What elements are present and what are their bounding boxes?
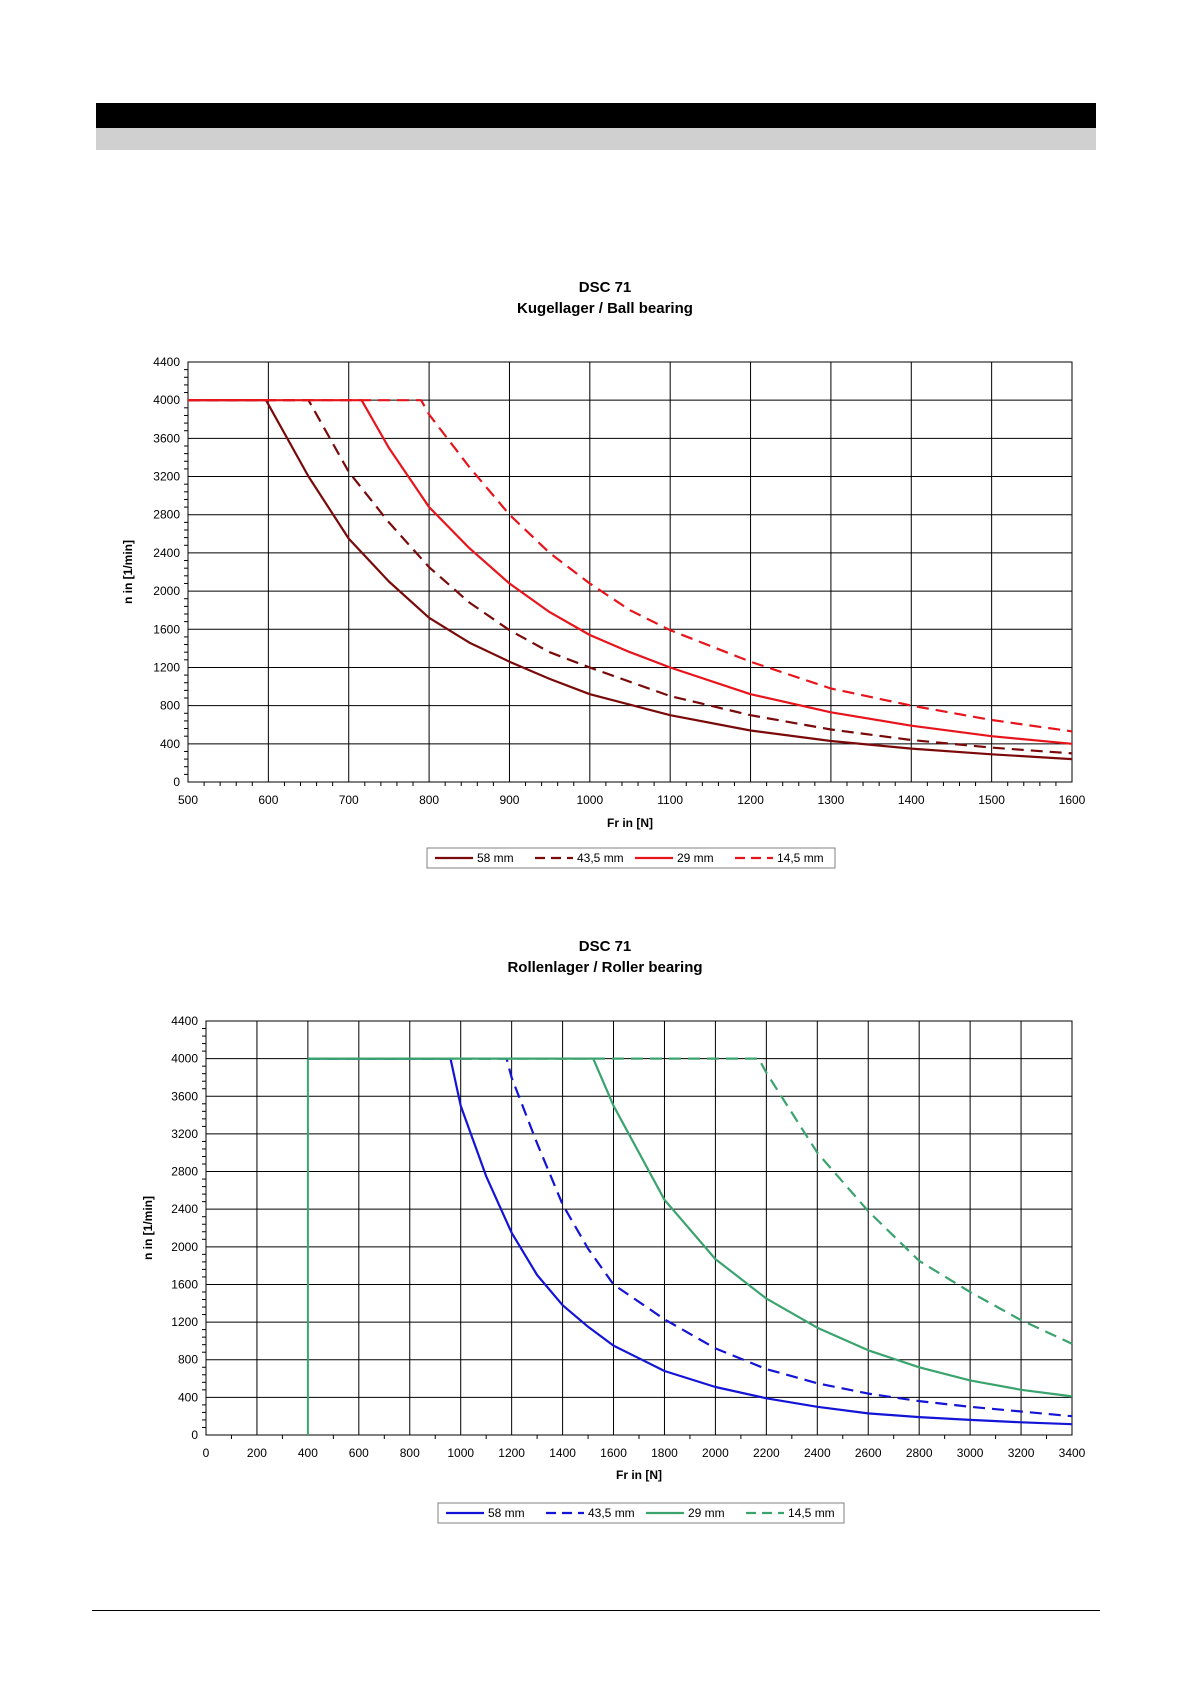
series-line-2 [307,1057,1073,1418]
y-tick-label: 2000 [153,584,180,598]
x-tick-label: 1400 [549,1446,576,1460]
x-tick-label: 1600 [1059,793,1086,807]
x-tick-label: 500 [178,793,198,807]
y-tick-label: 2000 [171,1240,198,1254]
x-tick-label: 1400 [898,793,925,807]
ball-bearing-chart: DSC 71 Kugellager / Ball bearing 500 600 700… [121,279,1086,869]
y-axis-title: n in [1/min] [141,1196,155,1260]
x-axis-title: Fr in [N] [607,816,653,830]
y-tick-label: 4400 [153,355,180,369]
y-tick-label: 0 [173,775,180,789]
legend-box [426,847,836,869]
header-black-bar [96,103,1096,128]
x-tick-label: 1200 [498,1446,525,1460]
legend-label: 14,5 mm [788,1506,835,1520]
y-tick-label: 1200 [171,1315,198,1329]
x-tick-label: 1300 [818,793,845,807]
y-axis-title: n in [1/min] [121,540,135,604]
x-tick-label: 1000 [576,793,603,807]
x-tick-label: 2800 [906,1446,933,1460]
series-line-1 [188,399,1073,761]
y-tick-label: 2800 [153,508,180,522]
x-tick-label: 1800 [651,1446,678,1460]
series-line-3 [188,399,1073,745]
y-tick-label: 1600 [171,1277,198,1291]
x-tick-label: 600 [349,1446,369,1460]
y-tick-label: 2800 [171,1165,198,1179]
x-tick-label: 800 [419,793,439,807]
legend-label: 29 mm [677,851,714,865]
roller-bearing-chart: DSC 71 Rollenlager / Roller bearing 0 200 40… [141,938,1086,1524]
chart-subtitle: Rollenlager / Roller bearing [507,959,702,976]
x-tick-label: 1100 [657,793,683,807]
y-tick-label: 4000 [171,1052,198,1066]
x-tick-label: 2000 [702,1446,729,1460]
y-tick-label: 3200 [171,1127,198,1141]
x-tick-label: 800 [400,1446,420,1460]
y-tick-label: 400 [160,737,180,751]
y-tick-label: 2400 [171,1202,198,1216]
legend-label: 29 mm [688,1506,725,1520]
legend-label: 58 mm [477,851,514,865]
legend-label: 58 mm [488,1506,525,1520]
y-tick-label: 800 [178,1353,198,1367]
y-tick-label: 1200 [153,660,180,674]
footer-rule [92,1610,1100,1611]
y-tick-label: 3600 [171,1089,198,1103]
x-axis-title: Fr in [N] [616,1468,662,1482]
y-tick-label: 800 [160,699,180,713]
x-tick-label: 200 [247,1446,267,1460]
x-tick-label: 2600 [855,1446,882,1460]
plot-area [205,1020,1073,1436]
x-tick-label: 700 [339,793,359,807]
x-tick-label: 400 [298,1446,318,1460]
chart-subtitle: Kugellager / Ball bearing [517,300,693,317]
chart-title: DSC 71 [579,938,632,955]
series-line-4 [307,1057,1073,1345]
legend-label: 43,5 mm [588,1506,635,1520]
x-tick-label: 1500 [978,793,1005,807]
y-tick-label: 1600 [153,622,180,636]
x-tick-label: 600 [258,793,278,807]
y-tick-label: 0 [191,1428,198,1442]
y-tick-label: 4000 [153,393,180,407]
x-tick-label: 1600 [600,1446,627,1460]
plot-area [187,361,1073,783]
y-tick-label: 3600 [153,431,180,445]
x-tick-label: 3400 [1059,1446,1086,1460]
x-tick-label: 0 [203,1446,210,1460]
y-tick-label: 3200 [153,470,180,484]
series-line-3 [307,1057,1073,1398]
x-tick-label: 900 [499,793,519,807]
x-tick-label: 3200 [1008,1446,1035,1460]
x-tick-label: 2200 [753,1446,780,1460]
header-gray-bar [96,128,1096,150]
legend-box [437,1502,845,1524]
y-tick-label: 2400 [153,546,180,560]
x-tick-label: 2400 [804,1446,831,1460]
series-line-2 [188,399,1073,755]
legend-label: 14,5 mm [777,851,824,865]
series-line-1 [307,1057,1073,1426]
legend-label: 43,5 mm [577,851,624,865]
chart-title: DSC 71 [579,279,632,296]
x-tick-label: 1000 [447,1446,474,1460]
y-tick-label: 4400 [171,1014,198,1028]
y-tick-label: 400 [178,1390,198,1404]
x-tick-label: 3000 [957,1446,984,1460]
x-tick-label: 1200 [737,793,764,807]
